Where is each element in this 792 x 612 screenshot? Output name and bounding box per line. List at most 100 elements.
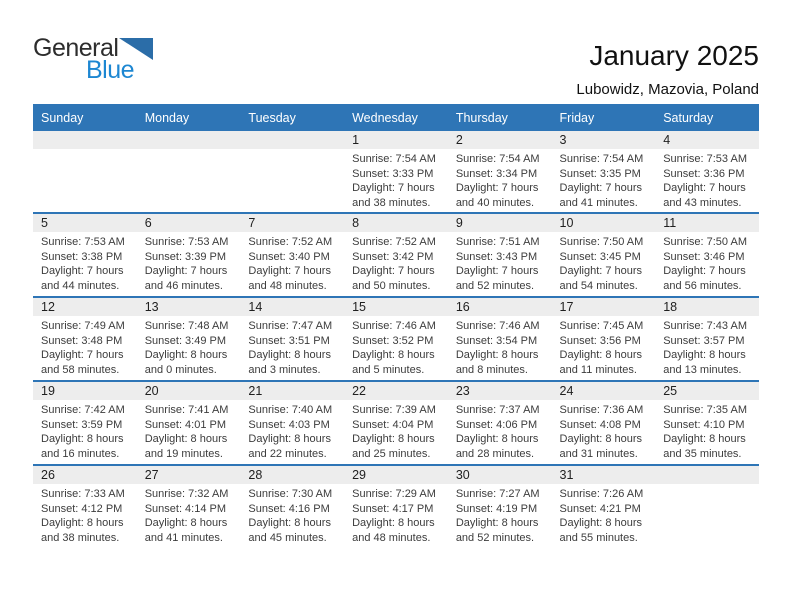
day-info: Sunrise: 7:33 AM Sunset: 4:12 PM Daylight:…	[33, 484, 137, 546]
title-block: January 2025 Lubowidz, Mazovia, Poland	[576, 40, 759, 98]
day-cell-18: 18 Sunrise: 7:43 AM Sunset: 3:57 PM Dayligh…	[655, 297, 759, 381]
day-number: 31	[551, 466, 656, 484]
week-row: 5 Sunrise: 7:53 AM Sunset: 3:38 PM Daylight…	[33, 213, 759, 297]
logo-text-general: General	[33, 34, 119, 62]
day-info: Sunrise: 7:52 AM Sunset: 3:40 PM Daylight:…	[240, 232, 344, 294]
day-number: 11	[655, 214, 759, 232]
general-blue-logo: General Blue	[33, 34, 154, 83]
daylight-text: Daylight: 8 hours and 35 minutes.	[663, 433, 746, 460]
day-cell-29: 29 Sunrise: 7:29 AM Sunset: 4:17 PM Dayligh…	[344, 465, 448, 549]
sunset-text: Sunset: 4:01 PM	[144, 418, 227, 431]
day-number: 27	[136, 466, 241, 484]
sunrise-text: Sunrise: 7:40 AM	[248, 404, 333, 416]
daylight-text: Daylight: 8 hours and 38 minutes.	[41, 517, 124, 544]
day-number: 28	[240, 466, 345, 484]
day-info: Sunrise: 7:54 AM Sunset: 3:34 PM Daylight:…	[448, 149, 552, 211]
day-cell-6: 6 Sunrise: 7:53 AM Sunset: 3:39 PM Daylight…	[136, 213, 241, 297]
day-number: 24	[551, 382, 656, 400]
sunrise-text: Sunrise: 7:45 AM	[559, 320, 644, 332]
daylight-text: Daylight: 8 hours and 16 minutes.	[41, 433, 124, 460]
day-header-row: Sunday Monday Tuesday Wednesday Thursday Frid…	[33, 104, 759, 131]
sunrise-text: Sunrise: 7:32 AM	[144, 488, 229, 500]
page-subtitle-location: Lubowidz, Mazovia, Poland	[576, 81, 759, 98]
sunrise-text: Sunrise: 7:54 AM	[352, 153, 436, 165]
day-cell-empty	[240, 131, 345, 213]
day-cell-9: 9 Sunrise: 7:51 AM Sunset: 3:43 PM Daylight…	[447, 213, 552, 297]
sunrise-text: Sunrise: 7:27 AM	[455, 488, 540, 500]
day-cell-16: 16 Sunrise: 7:46 AM Sunset: 3:54 PM Dayligh…	[447, 297, 552, 381]
day-number: 21	[240, 382, 345, 400]
sunrise-text: Sunrise: 7:37 AM	[455, 404, 540, 416]
day-number: 26	[33, 466, 137, 484]
sunset-text: Sunset: 3:46 PM	[663, 250, 745, 263]
sunset-text: Sunset: 4:17 PM	[352, 502, 434, 515]
sunset-text: Sunset: 4:03 PM	[248, 418, 330, 431]
day-number: 20	[136, 382, 241, 400]
sunrise-text: Sunrise: 7:53 AM	[41, 236, 125, 248]
day-header-sunday: Sunday	[33, 104, 137, 131]
sunrise-text: Sunrise: 7:54 AM	[455, 153, 540, 165]
daylight-text: Daylight: 7 hours and 54 minutes.	[559, 265, 643, 292]
day-header-wednesday: Wednesday	[344, 104, 448, 131]
day-info: Sunrise: 7:53 AM Sunset: 3:38 PM Daylight:…	[33, 232, 137, 294]
day-cell-empty	[33, 131, 137, 213]
sunset-text: Sunset: 3:40 PM	[248, 250, 330, 263]
day-cell-22: 22 Sunrise: 7:39 AM Sunset: 4:04 PM Dayligh…	[344, 381, 448, 465]
day-info: Sunrise: 7:49 AM Sunset: 3:48 PM Daylight:…	[33, 316, 137, 378]
day-info: Sunrise: 7:45 AM Sunset: 3:56 PM Daylight:…	[552, 316, 656, 378]
logo-triangle-icon	[119, 37, 154, 64]
day-cell-25: 25 Sunrise: 7:35 AM Sunset: 4:10 PM Dayligh…	[655, 381, 759, 465]
day-header-monday: Monday	[136, 104, 241, 131]
sunset-text: Sunset: 3:51 PM	[248, 334, 330, 347]
daylight-text: Daylight: 8 hours and 22 minutes.	[248, 433, 331, 460]
day-number: 12	[33, 298, 137, 316]
sunset-text: Sunset: 4:14 PM	[144, 502, 227, 515]
day-number: 6	[136, 214, 241, 232]
day-info: Sunrise: 7:50 AM Sunset: 3:46 PM Daylight:…	[655, 232, 759, 294]
day-cell-24: 24 Sunrise: 7:36 AM Sunset: 4:08 PM Dayligh…	[551, 381, 656, 465]
day-cell-30: 30 Sunrise: 7:27 AM Sunset: 4:19 PM Dayligh…	[447, 465, 552, 549]
day-cell-5: 5 Sunrise: 7:53 AM Sunset: 3:38 PM Daylight…	[33, 213, 137, 297]
sunrise-text: Sunrise: 7:30 AM	[248, 488, 333, 500]
sunset-text: Sunset: 3:34 PM	[455, 167, 538, 180]
sunrise-text: Sunrise: 7:43 AM	[663, 320, 747, 332]
day-cell-28: 28 Sunrise: 7:30 AM Sunset: 4:16 PM Dayligh…	[240, 465, 345, 549]
day-number	[240, 131, 345, 149]
day-info: Sunrise: 7:40 AM Sunset: 4:03 PM Daylight:…	[240, 400, 344, 462]
day-info: Sunrise: 7:43 AM Sunset: 3:57 PM Daylight:…	[655, 316, 759, 378]
sunrise-text: Sunrise: 7:48 AM	[144, 320, 229, 332]
day-info: Sunrise: 7:52 AM Sunset: 3:42 PM Daylight:…	[344, 232, 448, 294]
sunset-text: Sunset: 3:52 PM	[352, 334, 434, 347]
sunset-text: Sunset: 3:38 PM	[41, 250, 123, 263]
day-number: 22	[344, 382, 448, 400]
day-number	[136, 131, 241, 149]
daylight-text: Daylight: 8 hours and 5 minutes.	[352, 349, 435, 376]
daylight-text: Daylight: 7 hours and 46 minutes.	[144, 265, 228, 292]
page-title: January 2025	[589, 40, 759, 71]
sunrise-text: Sunrise: 7:46 AM	[455, 320, 540, 332]
day-info: Sunrise: 7:30 AM Sunset: 4:16 PM Daylight:…	[240, 484, 344, 546]
day-cell-19: 19 Sunrise: 7:42 AM Sunset: 3:59 PM Dayligh…	[33, 381, 137, 465]
sunrise-text: Sunrise: 7:53 AM	[663, 153, 747, 165]
day-cell-3: 3 Sunrise: 7:54 AM Sunset: 3:35 PM Daylight…	[551, 131, 656, 213]
day-cell-14: 14 Sunrise: 7:47 AM Sunset: 3:51 PM Dayligh…	[240, 297, 345, 381]
day-cell-1: 1 Sunrise: 7:54 AM Sunset: 3:33 PM Daylight…	[344, 131, 448, 213]
calendar-body: 1 Sunrise: 7:54 AM Sunset: 3:33 PM Daylight…	[33, 131, 759, 549]
daylight-text: Daylight: 8 hours and 41 minutes.	[144, 517, 228, 544]
day-info: Sunrise: 7:54 AM Sunset: 3:33 PM Daylight:…	[344, 149, 448, 211]
day-header-friday: Friday	[551, 104, 656, 131]
week-row: 26 Sunrise: 7:33 AM Sunset: 4:12 PM Dayligh…	[33, 465, 759, 549]
sunset-text: Sunset: 3:49 PM	[144, 334, 227, 347]
day-number: 29	[344, 466, 448, 484]
daylight-text: Daylight: 8 hours and 19 minutes.	[144, 433, 228, 460]
day-info: Sunrise: 7:53 AM Sunset: 3:39 PM Daylight:…	[137, 232, 241, 294]
daylight-text: Daylight: 7 hours and 56 minutes.	[663, 265, 746, 292]
day-info: Sunrise: 7:46 AM Sunset: 3:52 PM Daylight:…	[344, 316, 448, 378]
sunset-text: Sunset: 3:56 PM	[559, 334, 641, 347]
sunset-text: Sunset: 3:57 PM	[663, 334, 745, 347]
day-info: Sunrise: 7:53 AM Sunset: 3:36 PM Daylight:…	[655, 149, 759, 211]
day-header-saturday: Saturday	[655, 104, 759, 131]
day-header-thursday: Thursday	[447, 104, 552, 131]
sunset-text: Sunset: 3:42 PM	[352, 250, 434, 263]
